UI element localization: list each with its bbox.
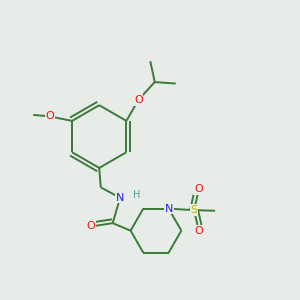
Text: S: S [190,205,198,215]
Text: N: N [164,204,173,214]
Text: O: O [194,184,203,194]
Text: N: N [116,193,124,203]
Text: O: O [86,221,95,231]
Text: O: O [134,95,143,105]
Text: O: O [45,111,54,122]
Text: O: O [194,226,203,236]
Text: H: H [133,190,140,200]
